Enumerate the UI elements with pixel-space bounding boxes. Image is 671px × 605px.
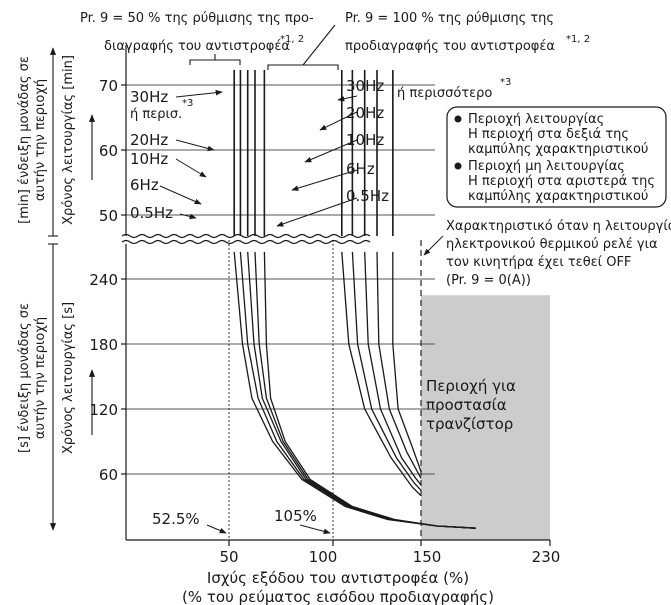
label-left-05hz: 0.5Hz bbox=[130, 204, 173, 222]
note-or-more-short-sup: *3 bbox=[182, 98, 193, 109]
note-pr9-100-sup: *1, 2 bbox=[566, 34, 590, 45]
note-pr9-50-line2: διαγραφής του αντιστροφέα bbox=[104, 39, 290, 54]
leader-relay-off bbox=[423, 235, 444, 256]
label-right-20hz: 20Hz bbox=[346, 104, 384, 122]
leader-left-10hz bbox=[175, 158, 207, 178]
y-outer-s-label-1: [s] ένδειξη μονάδας σε bbox=[17, 303, 32, 453]
axis-break-mark-2 bbox=[121, 239, 371, 245]
label-right-6hz: 6Hz bbox=[346, 160, 375, 178]
leader-right-10hz bbox=[304, 139, 358, 163]
label-right-05hz: 0.5Hz bbox=[346, 187, 389, 205]
label-right-30hz: 30Hz bbox=[346, 77, 384, 95]
leader-left-20hz bbox=[175, 139, 215, 152]
curve-pr9-100-10hz bbox=[364, 251, 422, 486]
legend-item1-line3: καμπύλης χαρακτηριστικού bbox=[468, 142, 648, 157]
note-relay-off-4: (Pr. 9 = 0(A)) bbox=[446, 273, 531, 288]
y-tick-label-70: 70 bbox=[99, 77, 118, 95]
label-left-20hz: 20Hz bbox=[130, 131, 168, 149]
y-tick-label-50: 50 bbox=[99, 207, 118, 225]
x-axis-label-2: (% του ρεύματος εισόδου προδιαγραφής) bbox=[182, 588, 494, 605]
y-tick-label-60s: 60 bbox=[99, 466, 118, 484]
leader-right-6hz bbox=[291, 169, 358, 191]
grid-lines bbox=[126, 84, 435, 475]
legend-item1-title: Περιοχή λειτουργίας bbox=[468, 112, 604, 127]
note-or-more-sup: *3 bbox=[500, 77, 511, 88]
y-outer-min-label-2: αυτήν την περιοχή bbox=[33, 79, 48, 201]
leader-right-30hz bbox=[337, 95, 358, 102]
label-left-30hz: 30Hz bbox=[130, 88, 168, 106]
leader-52-5-pct bbox=[206, 524, 227, 534]
label-left-6hz: 6Hz bbox=[130, 176, 159, 194]
curve-pr9-100-6hz bbox=[351, 251, 422, 491]
note-or-more-short: ή περισ. bbox=[130, 107, 182, 122]
bracket-pr9-50 bbox=[189, 54, 241, 65]
legend-item2-line2: Η περιοχή στα αριστερά της bbox=[468, 174, 655, 189]
label-left-10hz: 10Hz bbox=[130, 150, 168, 168]
leader-right-20hz bbox=[319, 111, 358, 131]
legend-item1-line2: Η περιοχή στα δεξιά της bbox=[468, 127, 629, 142]
legend-box bbox=[446, 106, 667, 208]
legend-bullet-1 bbox=[454, 115, 462, 123]
curve-pr9-100-30hz bbox=[392, 251, 422, 473]
x-axis-label-1: Ισχύς εξόδου του αντιστροφέα (%) bbox=[207, 569, 469, 587]
curve-pr9-100-20hz bbox=[376, 251, 422, 479]
note-52-5-pct: 52.5% bbox=[152, 510, 200, 528]
note-or-more: ή περισσότερο bbox=[397, 86, 492, 101]
legend-bullet-2 bbox=[454, 162, 462, 170]
leader-105-pct bbox=[299, 524, 331, 535]
leader-left-05hz bbox=[179, 213, 197, 220]
leader-left-30hz bbox=[175, 89, 223, 98]
shaded-region-label-2: προστασία bbox=[426, 396, 507, 414]
note-pr9-100-line1: Pr. 9 = 100 % της ρύθμισης της bbox=[345, 11, 554, 26]
note-105-pct: 105% bbox=[274, 507, 317, 525]
note-relay-off-3: τον κινητήρα έχει τεθεί OFF bbox=[446, 255, 631, 270]
x-tick-label-50: 50 bbox=[219, 548, 238, 566]
note-pr9-50-sup: *1, 2 bbox=[280, 34, 304, 45]
y-outer-s-label-2: αυτήν την περιοχή bbox=[33, 317, 48, 439]
y-tick-label-180: 180 bbox=[89, 336, 118, 354]
legend-item2-title: Περιοχή μη λειτουργίας bbox=[468, 159, 625, 174]
y-tick-label-60: 60 bbox=[99, 142, 118, 160]
leader-right-05hz bbox=[276, 197, 358, 227]
y-inner-min-label: Χρόνος λειτουργίας [min] bbox=[61, 55, 76, 225]
note-pr9-100-line2: προδιαγραφής του αντιστροφέα bbox=[345, 39, 555, 54]
leader-left-6hz bbox=[159, 185, 202, 205]
shaded-region-label-1: Περιοχή για bbox=[426, 377, 516, 395]
y-tick-label-240: 240 bbox=[89, 271, 118, 289]
axis-break-mark bbox=[121, 233, 371, 239]
x-tick-label-100: 100 bbox=[309, 548, 338, 566]
legend-item2-line3: καμπύλης χαρακτηριστικού bbox=[468, 189, 648, 204]
curve-pr9-50-30hz bbox=[263, 251, 476, 529]
y-outer-min-label-1: [min] ένδειξη μονάδας σε bbox=[17, 56, 32, 224]
y-inner-s-label: Χρόνος λειτουργίας [s] bbox=[61, 302, 76, 454]
curve-pr9-100-0-5hz bbox=[341, 251, 422, 497]
note-relay-off-2: ηλεκτρονικού θερμικού ρελέ για bbox=[446, 237, 658, 252]
characteristic-curves bbox=[233, 251, 476, 529]
note-relay-off-1: Χαρακτηριστικό όταν η λειτουργία bbox=[446, 219, 671, 234]
transistor-protection-region bbox=[421, 295, 550, 540]
bracket-pr9-100 bbox=[267, 24, 339, 70]
note-pr9-50-line1: Pr. 9 = 50 % της ρύθμισης της προ- bbox=[80, 11, 314, 26]
shaded-region-label-3: τρανζίστορ bbox=[426, 415, 513, 433]
y-tick-label-120: 120 bbox=[89, 401, 118, 419]
x-tick-label-150: 150 bbox=[413, 548, 442, 566]
label-right-10hz: 10Hz bbox=[346, 131, 384, 149]
x-tick-label-230: 230 bbox=[532, 548, 561, 566]
